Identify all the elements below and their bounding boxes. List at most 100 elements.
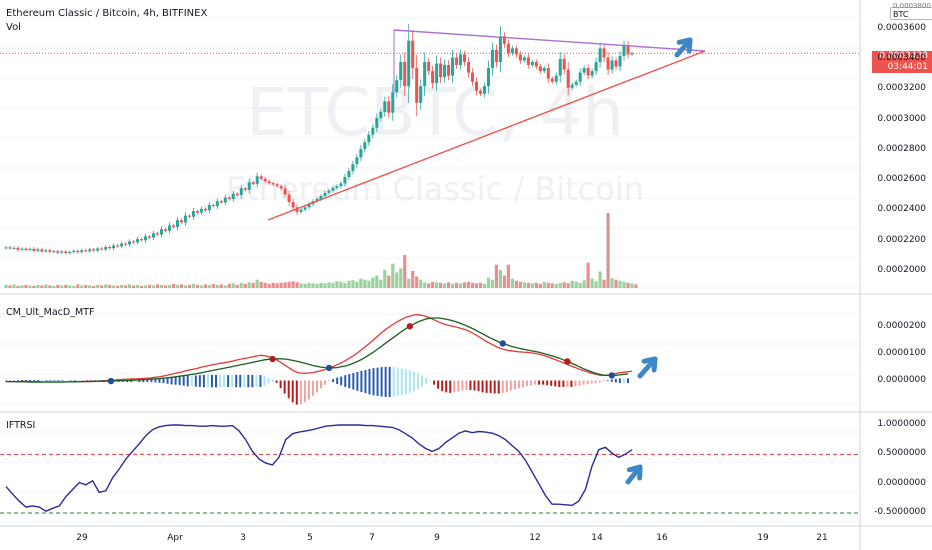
macd-histogram-bar bbox=[554, 380, 557, 387]
candle-body bbox=[140, 239, 144, 241]
volume-bar bbox=[251, 282, 255, 288]
candle-body bbox=[514, 48, 518, 55]
volume-bar bbox=[490, 279, 495, 288]
volume-bar bbox=[143, 285, 148, 288]
volume-bar bbox=[610, 278, 614, 288]
time-axis-tick: 9 bbox=[434, 533, 440, 543]
volume-bar bbox=[311, 283, 315, 288]
macd-histogram-bar bbox=[340, 376, 343, 386]
volume-bar bbox=[514, 280, 518, 288]
macd-histogram-bar bbox=[360, 370, 363, 393]
candle-body bbox=[12, 247, 16, 249]
macd-histogram-bar bbox=[45, 380, 48, 382]
candle-body bbox=[287, 194, 291, 202]
macd-histogram-bar bbox=[53, 380, 56, 382]
macd-histogram-bar bbox=[481, 380, 484, 393]
candle-body bbox=[367, 134, 371, 143]
candle-body bbox=[610, 60, 614, 70]
price-axis-tick: 0.0003000 bbox=[877, 113, 926, 124]
candle-body bbox=[108, 246, 112, 249]
candle-body bbox=[327, 190, 331, 193]
macd-title: CM_Ult_MacD_MTF bbox=[6, 307, 95, 318]
candle-body bbox=[291, 202, 295, 208]
crossover-dot bbox=[269, 355, 276, 363]
volume-bar bbox=[443, 283, 447, 288]
time-axis-tick: 19 bbox=[757, 533, 769, 543]
candle-body bbox=[427, 62, 431, 72]
macd-histogram-bar bbox=[562, 380, 565, 388]
volume-bar bbox=[534, 282, 538, 288]
candle-body bbox=[44, 250, 48, 252]
volume-bar bbox=[131, 285, 136, 288]
volume-bar bbox=[68, 285, 72, 288]
candle-body bbox=[606, 57, 610, 70]
macd-histogram-bar bbox=[485, 380, 488, 393]
macd-histogram-bar bbox=[574, 380, 577, 387]
candle-body bbox=[72, 250, 76, 252]
candle-body bbox=[64, 251, 68, 254]
candle-body bbox=[558, 58, 562, 76]
time-axis-tick: 16 bbox=[656, 533, 668, 543]
volume-bar bbox=[88, 285, 92, 288]
volume-bar bbox=[399, 268, 403, 288]
volume-bar bbox=[271, 282, 275, 288]
candle-body bbox=[602, 48, 606, 58]
candle-body bbox=[419, 86, 423, 103]
macd-histogram-bar bbox=[320, 380, 323, 389]
volume-bar bbox=[287, 281, 291, 288]
volume-bar bbox=[100, 285, 104, 288]
volume-bar bbox=[155, 284, 160, 288]
candle-body bbox=[112, 245, 116, 249]
volume-bar bbox=[522, 282, 526, 288]
volume-bar bbox=[347, 280, 351, 288]
volume-bar bbox=[359, 278, 363, 288]
macd-histogram-bar bbox=[142, 379, 145, 383]
candle-body bbox=[219, 201, 223, 203]
volume-bar bbox=[439, 282, 443, 288]
macd-histogram-bar bbox=[202, 374, 205, 388]
volume-bar bbox=[147, 284, 152, 288]
candle-body bbox=[598, 48, 602, 62]
macd-histogram-bar bbox=[530, 380, 533, 386]
macd-histogram-bar bbox=[469, 380, 472, 390]
volume-bar bbox=[542, 281, 546, 288]
volume-bar bbox=[116, 285, 120, 288]
volume-bar bbox=[195, 284, 199, 288]
macd-histogram-bar bbox=[194, 375, 197, 387]
candle-body bbox=[339, 183, 343, 187]
macd-histogram-bar bbox=[578, 380, 581, 386]
volume-bar bbox=[203, 284, 207, 288]
time-axis-tick: 14 bbox=[591, 533, 603, 543]
currency-badge[interactable]: 0.0003800 BTC bbox=[890, 3, 932, 20]
candle-body bbox=[156, 233, 160, 235]
macd-histogram-bar bbox=[473, 380, 476, 391]
candle-body bbox=[347, 170, 351, 178]
crossover-dot bbox=[107, 377, 115, 385]
candle-body bbox=[331, 187, 335, 191]
macd-histogram-bar bbox=[344, 375, 347, 387]
candle-body bbox=[494, 49, 498, 62]
volume-bar bbox=[526, 282, 530, 288]
volume-bar bbox=[474, 283, 479, 288]
candle-body bbox=[403, 62, 407, 87]
candle-body bbox=[530, 62, 534, 66]
macd-histogram-bar bbox=[235, 374, 238, 388]
price-axis-tick: 0.0002000 bbox=[877, 264, 926, 275]
volume-bar bbox=[120, 284, 124, 288]
volume-bar bbox=[562, 282, 566, 288]
volume-bar bbox=[104, 284, 108, 288]
macd-histogram-bar bbox=[57, 380, 60, 382]
volume-bar bbox=[319, 282, 323, 288]
candle-body bbox=[283, 188, 287, 195]
macd-histogram-bar bbox=[283, 380, 286, 394]
volume-bar bbox=[614, 279, 618, 288]
candle-body bbox=[387, 101, 391, 113]
volume-bar bbox=[546, 282, 550, 288]
candle-body bbox=[24, 248, 28, 250]
volume-bar bbox=[411, 270, 415, 288]
macd-histogram-bar bbox=[291, 380, 294, 403]
volume-bar bbox=[199, 285, 203, 288]
volume-bar bbox=[243, 283, 247, 288]
